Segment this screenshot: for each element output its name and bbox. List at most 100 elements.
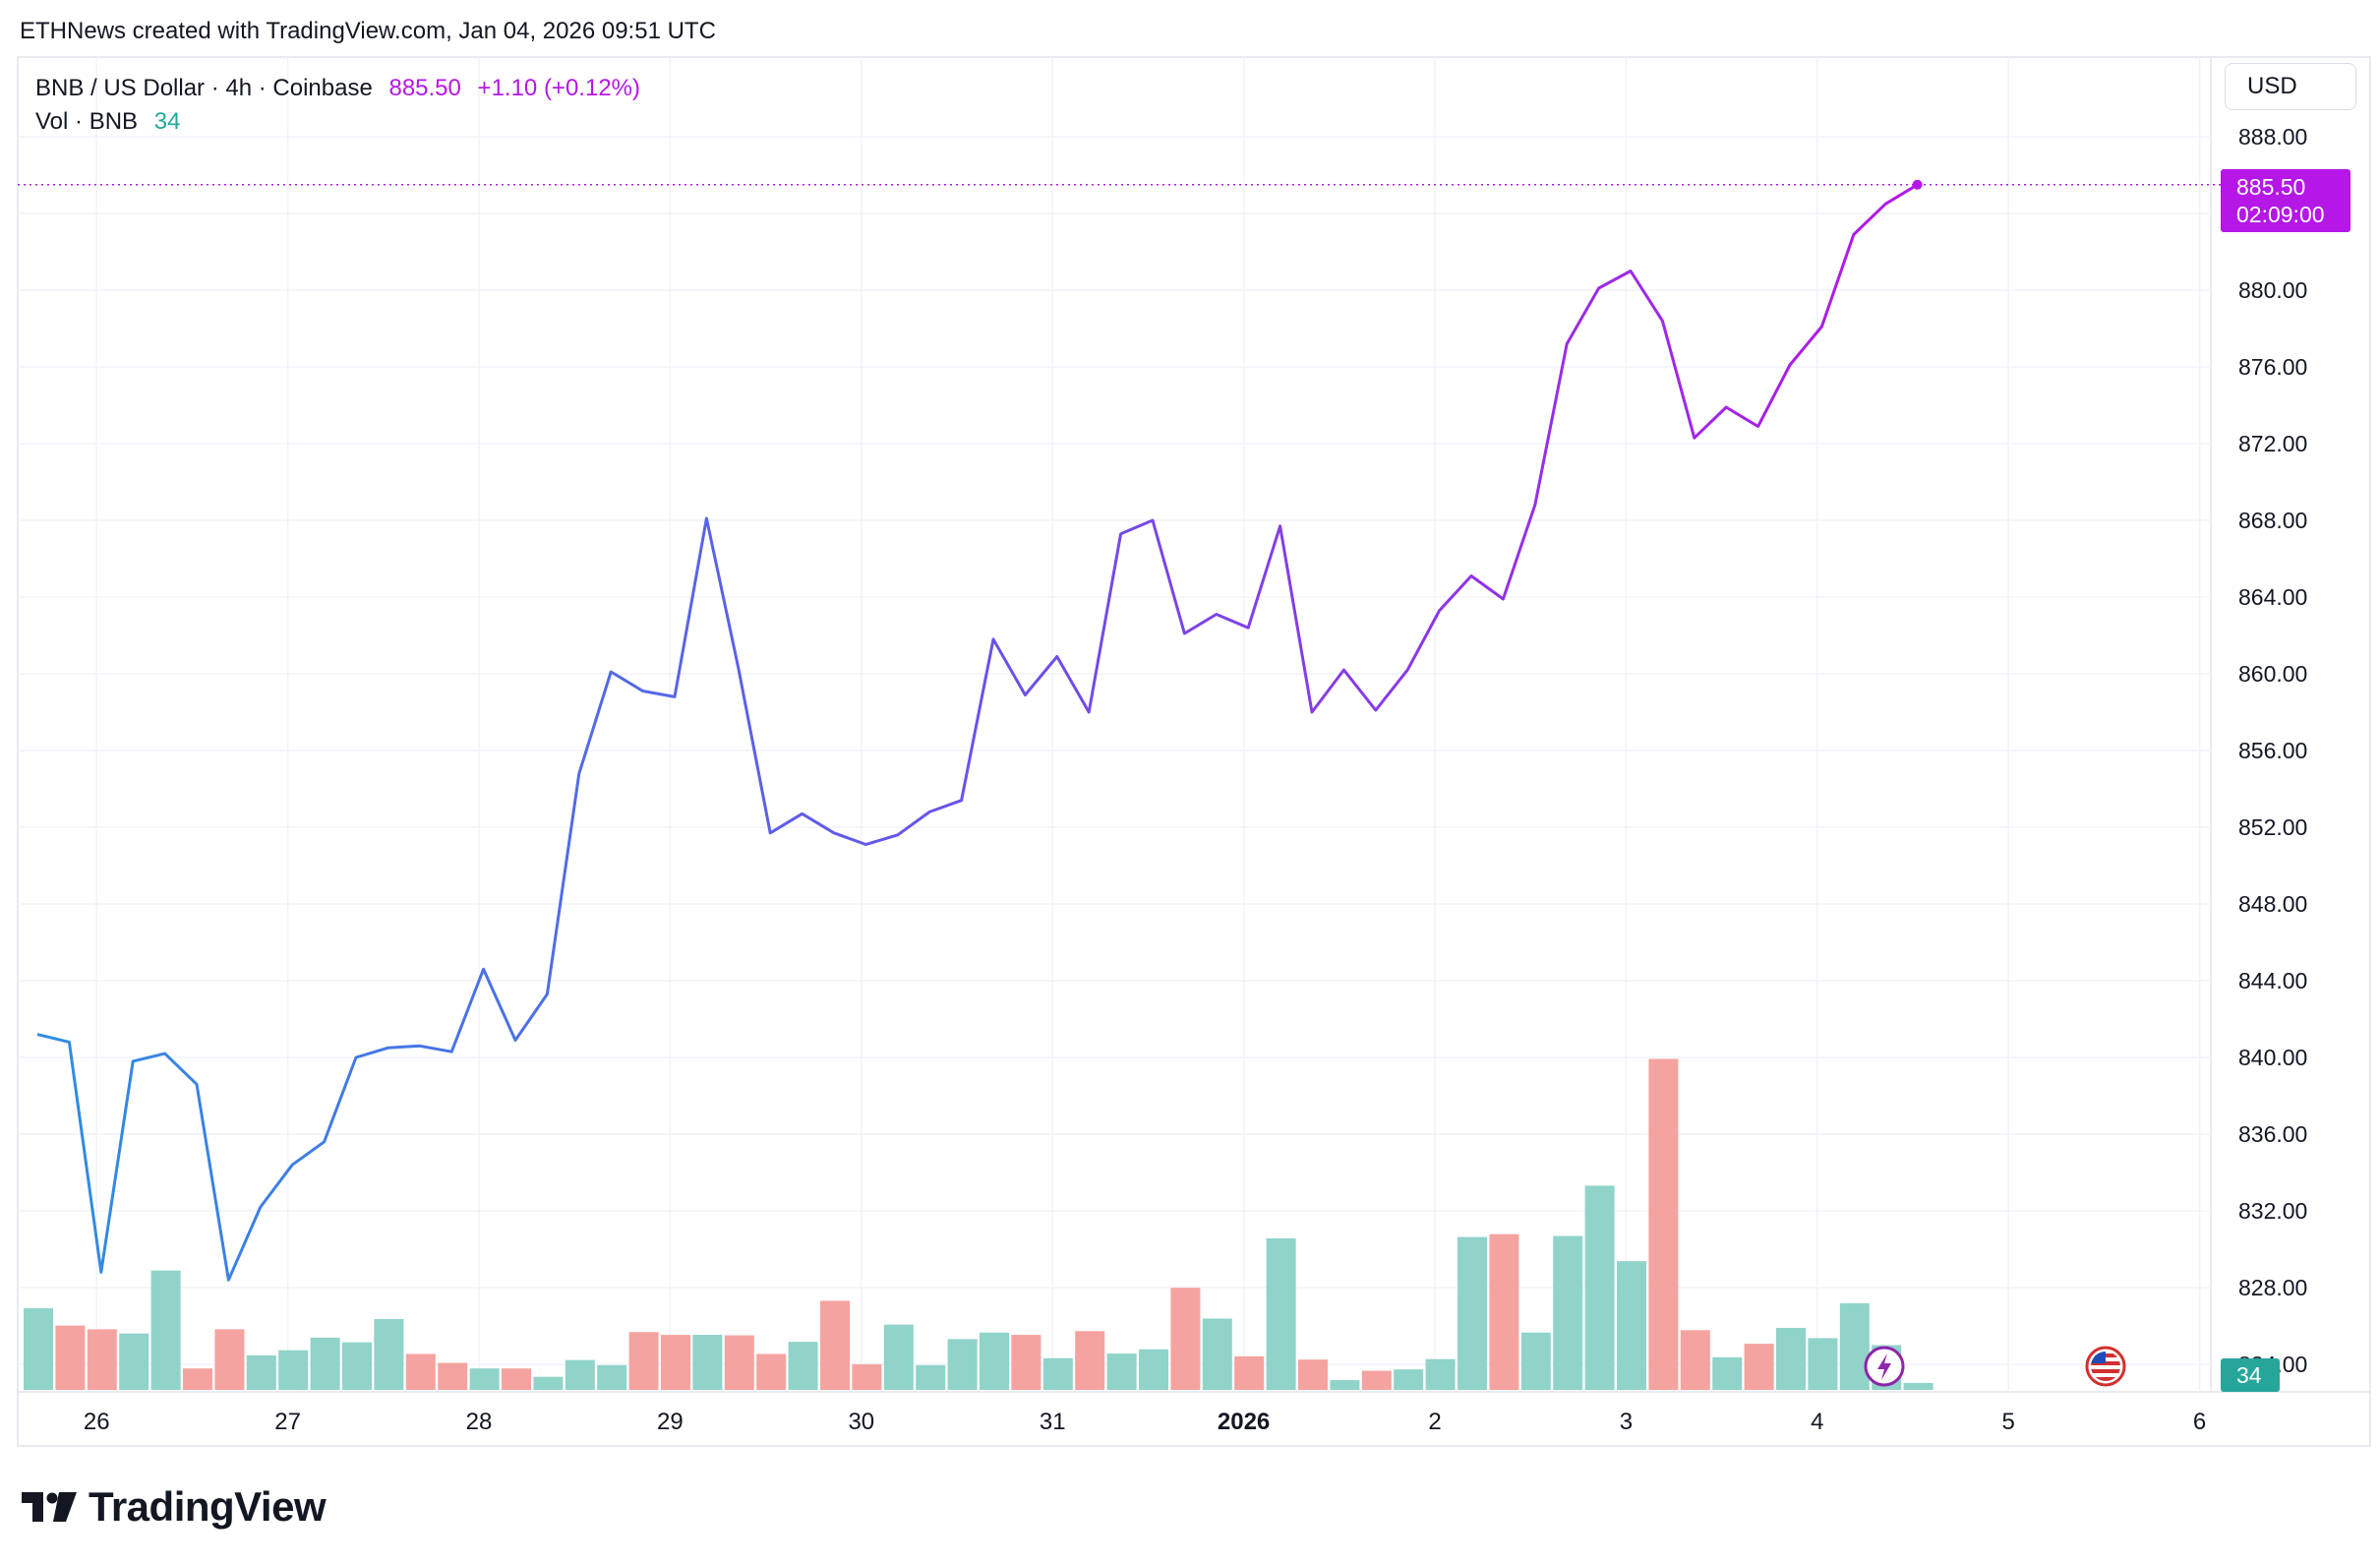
y-tick-label: 868.00 <box>2238 508 2307 533</box>
volume-bar <box>788 1342 818 1390</box>
y-tick-label: 888.00 <box>2238 124 2307 150</box>
legend-volume-value: 34 <box>153 108 181 135</box>
price-series-line <box>36 183 1919 1282</box>
legend-volume-row[interactable]: Vol · BNB 34 <box>35 108 180 136</box>
x-tick-label: 29 <box>657 1409 684 1435</box>
volume-bar <box>1617 1261 1646 1390</box>
legend-symbol-row[interactable]: BNB / US Dollar · 4h · Coinbase 885.50 +… <box>35 75 640 102</box>
volume-bar <box>1106 1353 1137 1390</box>
tradingview-logo-text: TradingView <box>89 1483 327 1530</box>
y-tick-label: 856.00 <box>2238 738 2307 763</box>
tradingview-logo-icon <box>22 1492 77 1522</box>
volume-bar <box>1139 1349 1168 1390</box>
us-flag-icon[interactable] <box>2085 1346 2126 1387</box>
y-tick-label: 828.00 <box>2238 1275 2307 1300</box>
volume-bar <box>1903 1382 1934 1390</box>
volume-bar <box>1202 1318 1232 1390</box>
y-tick-label: 864.00 <box>2238 584 2307 610</box>
volume-badge: 34 <box>2221 1358 2280 1392</box>
volume-bar <box>1234 1355 1265 1390</box>
volume-bar <box>278 1350 309 1390</box>
volume-bar <box>1075 1331 1105 1390</box>
legend-symbol: BNB / US Dollar · 4h · Coinbase <box>35 75 373 101</box>
volume-bar <box>119 1333 149 1390</box>
volume-bar <box>1808 1338 1838 1390</box>
volume-bar <box>1489 1233 1519 1390</box>
currency-selector[interactable]: USD <box>2225 63 2356 110</box>
y-tick-label: 840.00 <box>2238 1045 2307 1070</box>
volume-bar <box>1776 1327 1806 1390</box>
volume-bar <box>1744 1344 1774 1390</box>
volume-bar <box>405 1353 436 1390</box>
currency-label: USD <box>2247 73 2297 99</box>
volume-bar <box>246 1354 276 1390</box>
legend-volume-label: Vol · BNB <box>35 108 139 135</box>
lightning-icon[interactable] <box>1864 1346 1905 1387</box>
y-tick-label: 832.00 <box>2238 1198 2307 1224</box>
volume-bar <box>24 1308 53 1390</box>
volume-bar <box>1520 1332 1551 1390</box>
volume-bar <box>150 1270 181 1390</box>
volume-bar <box>947 1339 978 1390</box>
y-tick-label: 880.00 <box>2238 277 2307 303</box>
volume-bar <box>628 1332 659 1390</box>
volume-bar <box>1648 1058 1679 1390</box>
last-price-dot <box>1912 179 1923 190</box>
volume-badge-value: 34 <box>2236 1362 2262 1388</box>
volume-bar <box>183 1368 212 1390</box>
volume-bar <box>692 1335 723 1390</box>
volume-bar <box>565 1359 595 1390</box>
chart-caption: ETHNews created with TradingView.com, Ja… <box>20 18 716 44</box>
legend-change: +1.10 (+0.12%) <box>477 75 640 101</box>
volume-bar <box>87 1329 117 1390</box>
volume-bar <box>310 1337 340 1390</box>
volume-bar <box>1425 1358 1456 1390</box>
volume-bar <box>756 1353 787 1390</box>
x-tick-label: 2026 <box>1218 1409 1270 1435</box>
y-tick-label: 836.00 <box>2238 1121 2307 1147</box>
y-tick-label: 852.00 <box>2238 814 2307 840</box>
volume-bar <box>661 1335 690 1390</box>
time-axis[interactable]: 26 27 28 29 30 31 2026 2 3 4 5 6 <box>84 1409 2206 1435</box>
volume-bar <box>438 1362 468 1390</box>
volume-bar <box>1361 1370 1392 1390</box>
grid <box>18 57 2211 1392</box>
volume-bar <box>1584 1185 1615 1390</box>
volume-bar <box>1330 1380 1360 1390</box>
y-tick-label: 844.00 <box>2238 968 2307 993</box>
volume-bar <box>55 1325 86 1390</box>
volume-bar <box>980 1332 1009 1390</box>
x-tick-label: 26 <box>84 1409 110 1435</box>
price-badge-value: 885.50 <box>2236 174 2305 200</box>
volume-bar <box>1680 1330 1710 1390</box>
volume-bar <box>820 1300 850 1390</box>
x-tick-label: 5 <box>2002 1409 2015 1435</box>
volume-bar <box>852 1363 882 1390</box>
x-tick-label: 31 <box>1040 1409 1066 1435</box>
volume-bar <box>469 1368 500 1390</box>
price-axis[interactable]: 888.00884.00880.00876.00872.00868.00864.… <box>2238 124 2307 1377</box>
price-line <box>36 183 1919 1282</box>
x-tick-label: 27 <box>274 1409 301 1435</box>
price-badge-countdown: 02:09:00 <box>2236 202 2325 227</box>
y-tick-label: 876.00 <box>2238 354 2307 380</box>
volume-bar <box>1042 1357 1073 1390</box>
volume-bar <box>916 1364 946 1390</box>
volume-bar <box>883 1324 914 1390</box>
volume-bar <box>533 1376 564 1390</box>
x-tick-label: 30 <box>848 1409 874 1435</box>
volume-bar <box>597 1364 627 1390</box>
chart-border <box>17 56 2371 1447</box>
x-tick-label: 3 <box>1620 1409 1633 1435</box>
y-tick-label: 848.00 <box>2238 891 2307 917</box>
price-badge: 885.50 02:09:00 <box>2221 169 2350 232</box>
y-tick-label: 860.00 <box>2238 661 2307 687</box>
x-tick-label: 4 <box>1811 1409 1823 1435</box>
x-tick-label: 2 <box>1428 1409 1441 1435</box>
volume-bars <box>24 1058 1934 1390</box>
x-tick-label: 6 <box>2193 1409 2206 1435</box>
tradingview-logo: TradingView <box>22 1483 327 1531</box>
volume-bar <box>1553 1235 1583 1390</box>
volume-bar <box>502 1368 531 1390</box>
